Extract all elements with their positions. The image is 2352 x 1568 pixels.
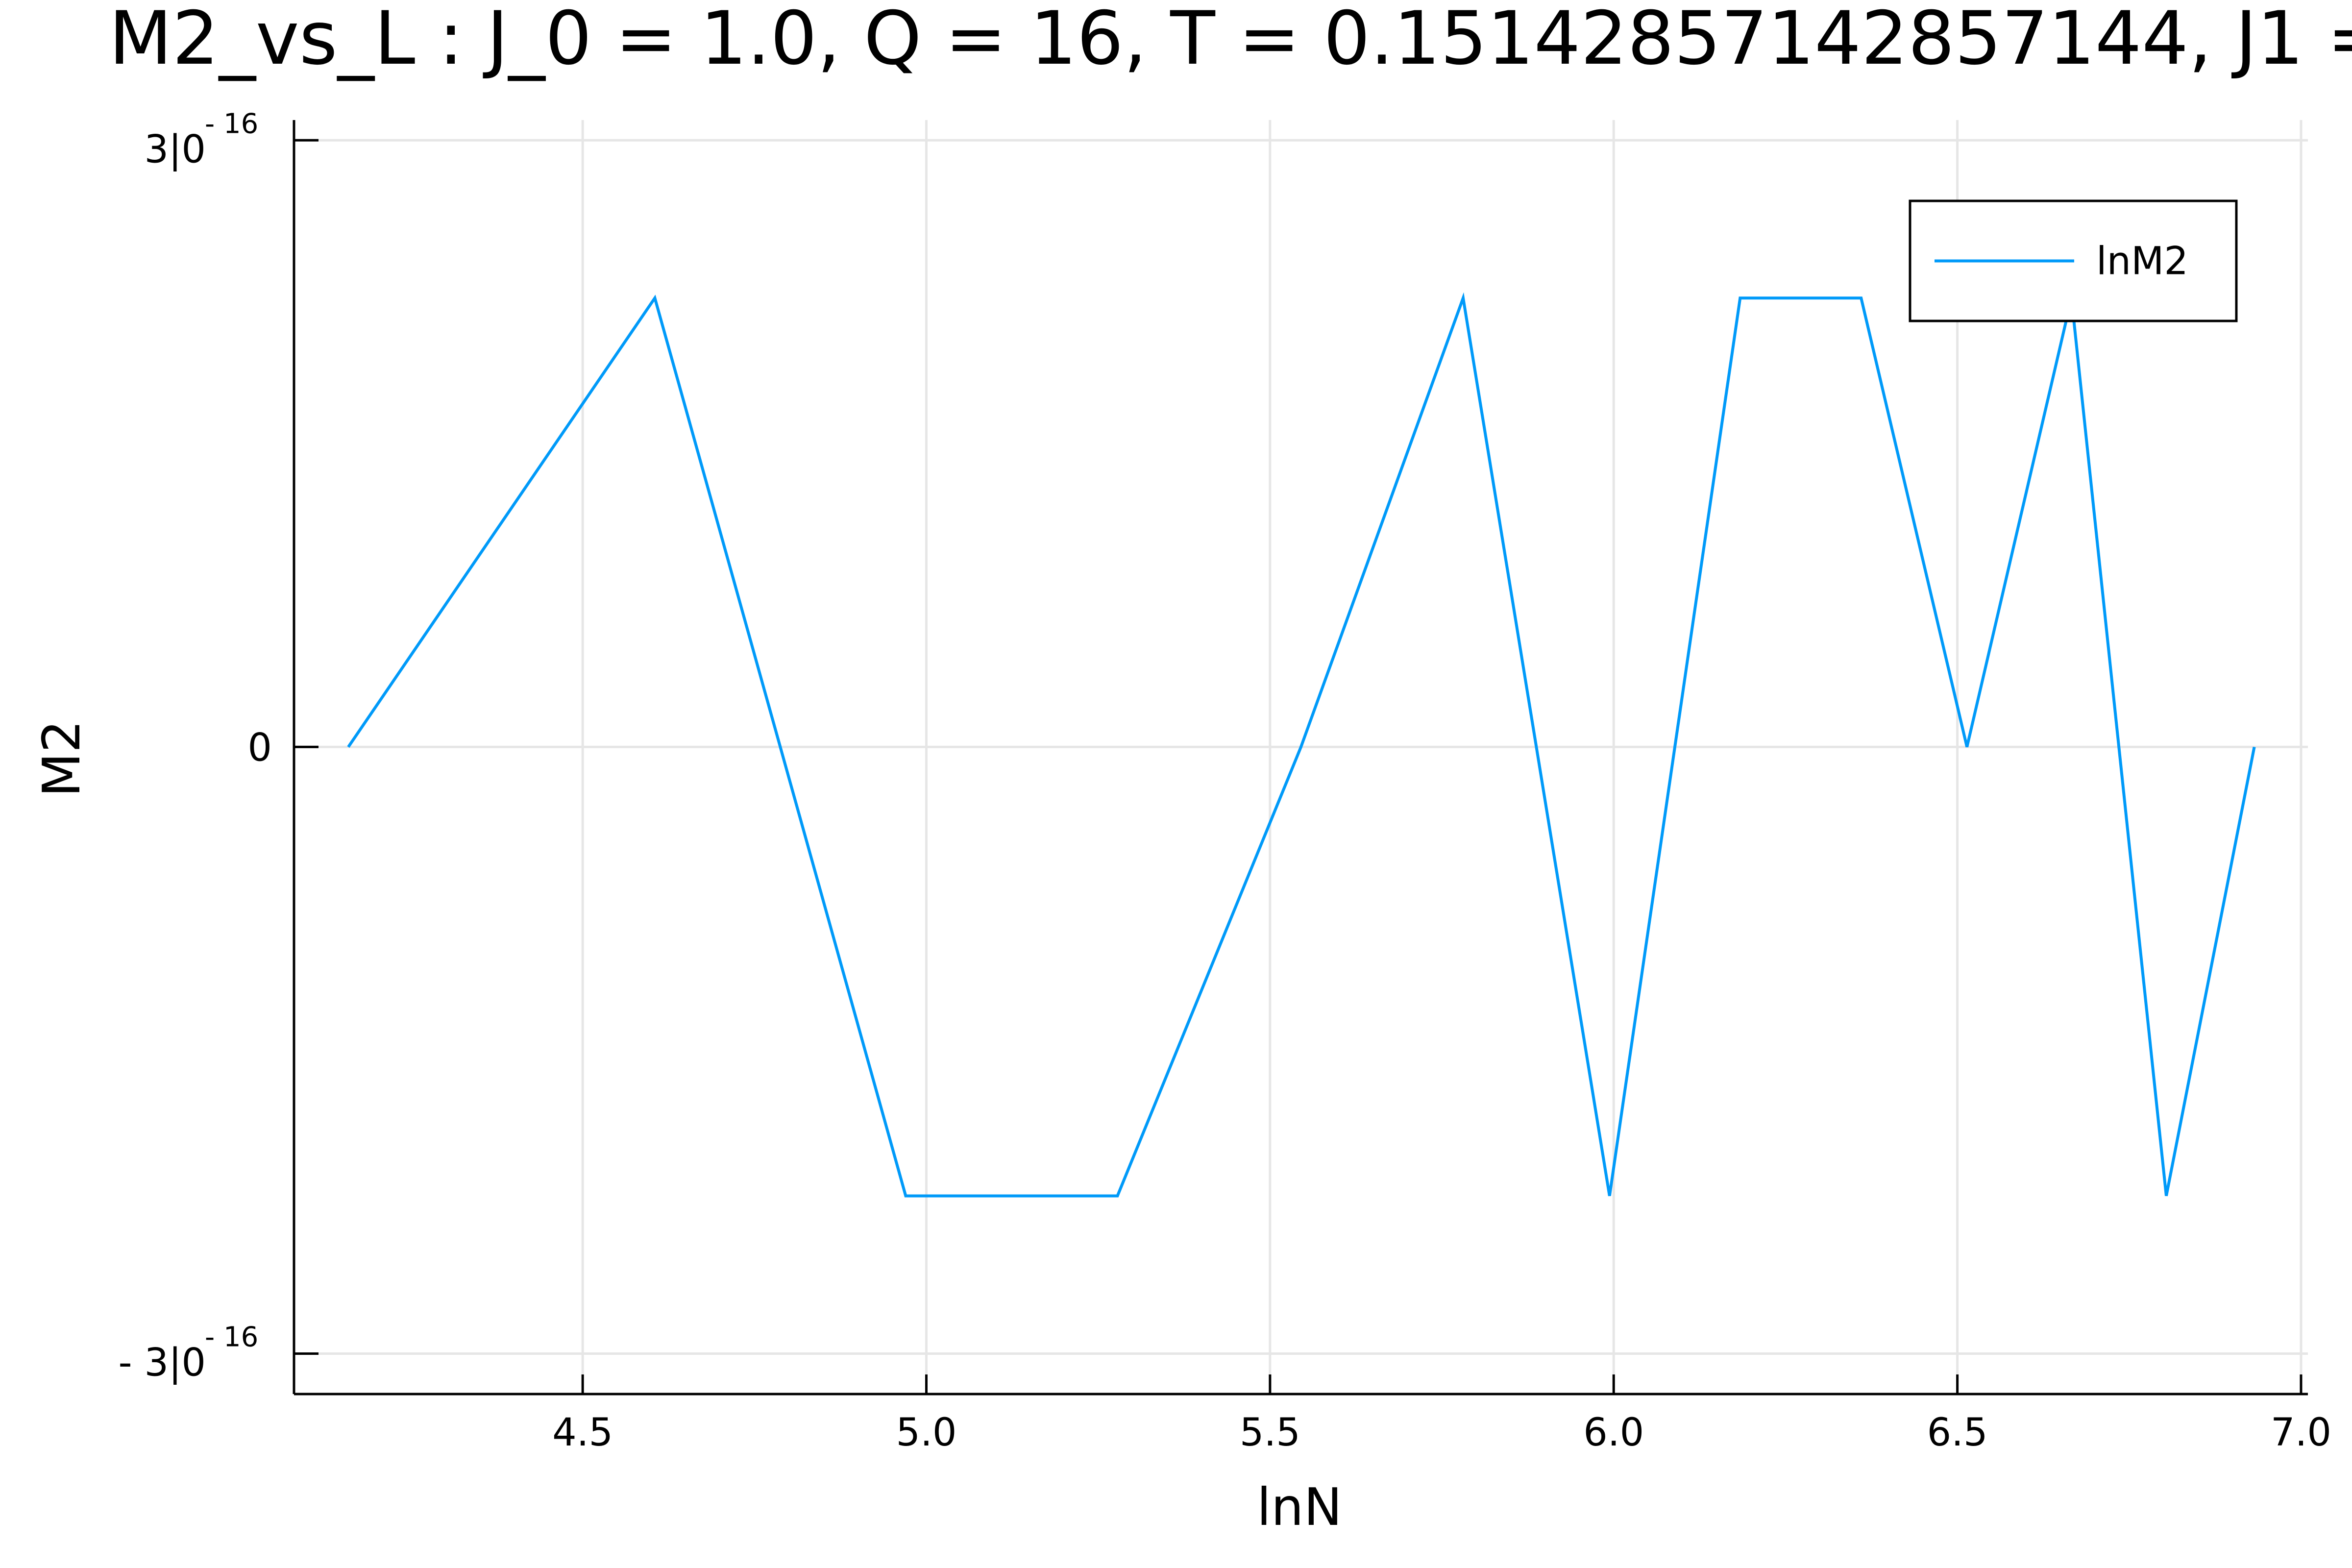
chart-title: M2_vs_L : J_0 = 1.0, Q = 16, T = 0.15142… <box>109 0 2352 81</box>
legend: lnM2 <box>1909 199 2238 322</box>
ticks: 4.5 5.0 5.5 6.0 6.5 7.03|0- 160- 3|0- 16 <box>119 108 2331 1455</box>
y-tick-label: - 3|0 <box>119 1341 206 1385</box>
x-tick-label: 5.5 <box>1240 1411 1300 1455</box>
axes <box>293 120 2308 1396</box>
grid <box>294 120 2308 1394</box>
x-tick-label: 7.0 <box>2271 1411 2331 1455</box>
x-tick-label: 6.0 <box>1583 1411 1644 1455</box>
x-tick-label: 6.5 <box>1927 1411 1988 1455</box>
y-tick-label: 3|0 <box>144 127 206 172</box>
legend-label: lnM2 <box>2096 240 2188 284</box>
y-tick-exponent: - 16 <box>205 108 258 140</box>
y-tick-exponent: - 16 <box>205 1321 258 1353</box>
y-tick-label: 0 <box>247 726 272 770</box>
x-tick-label: 5.0 <box>896 1411 956 1455</box>
x-tick-label: 4.5 <box>552 1411 613 1455</box>
x-axis-label: lnN <box>1257 1477 1342 1537</box>
y-axis-label: M2 <box>32 720 92 797</box>
